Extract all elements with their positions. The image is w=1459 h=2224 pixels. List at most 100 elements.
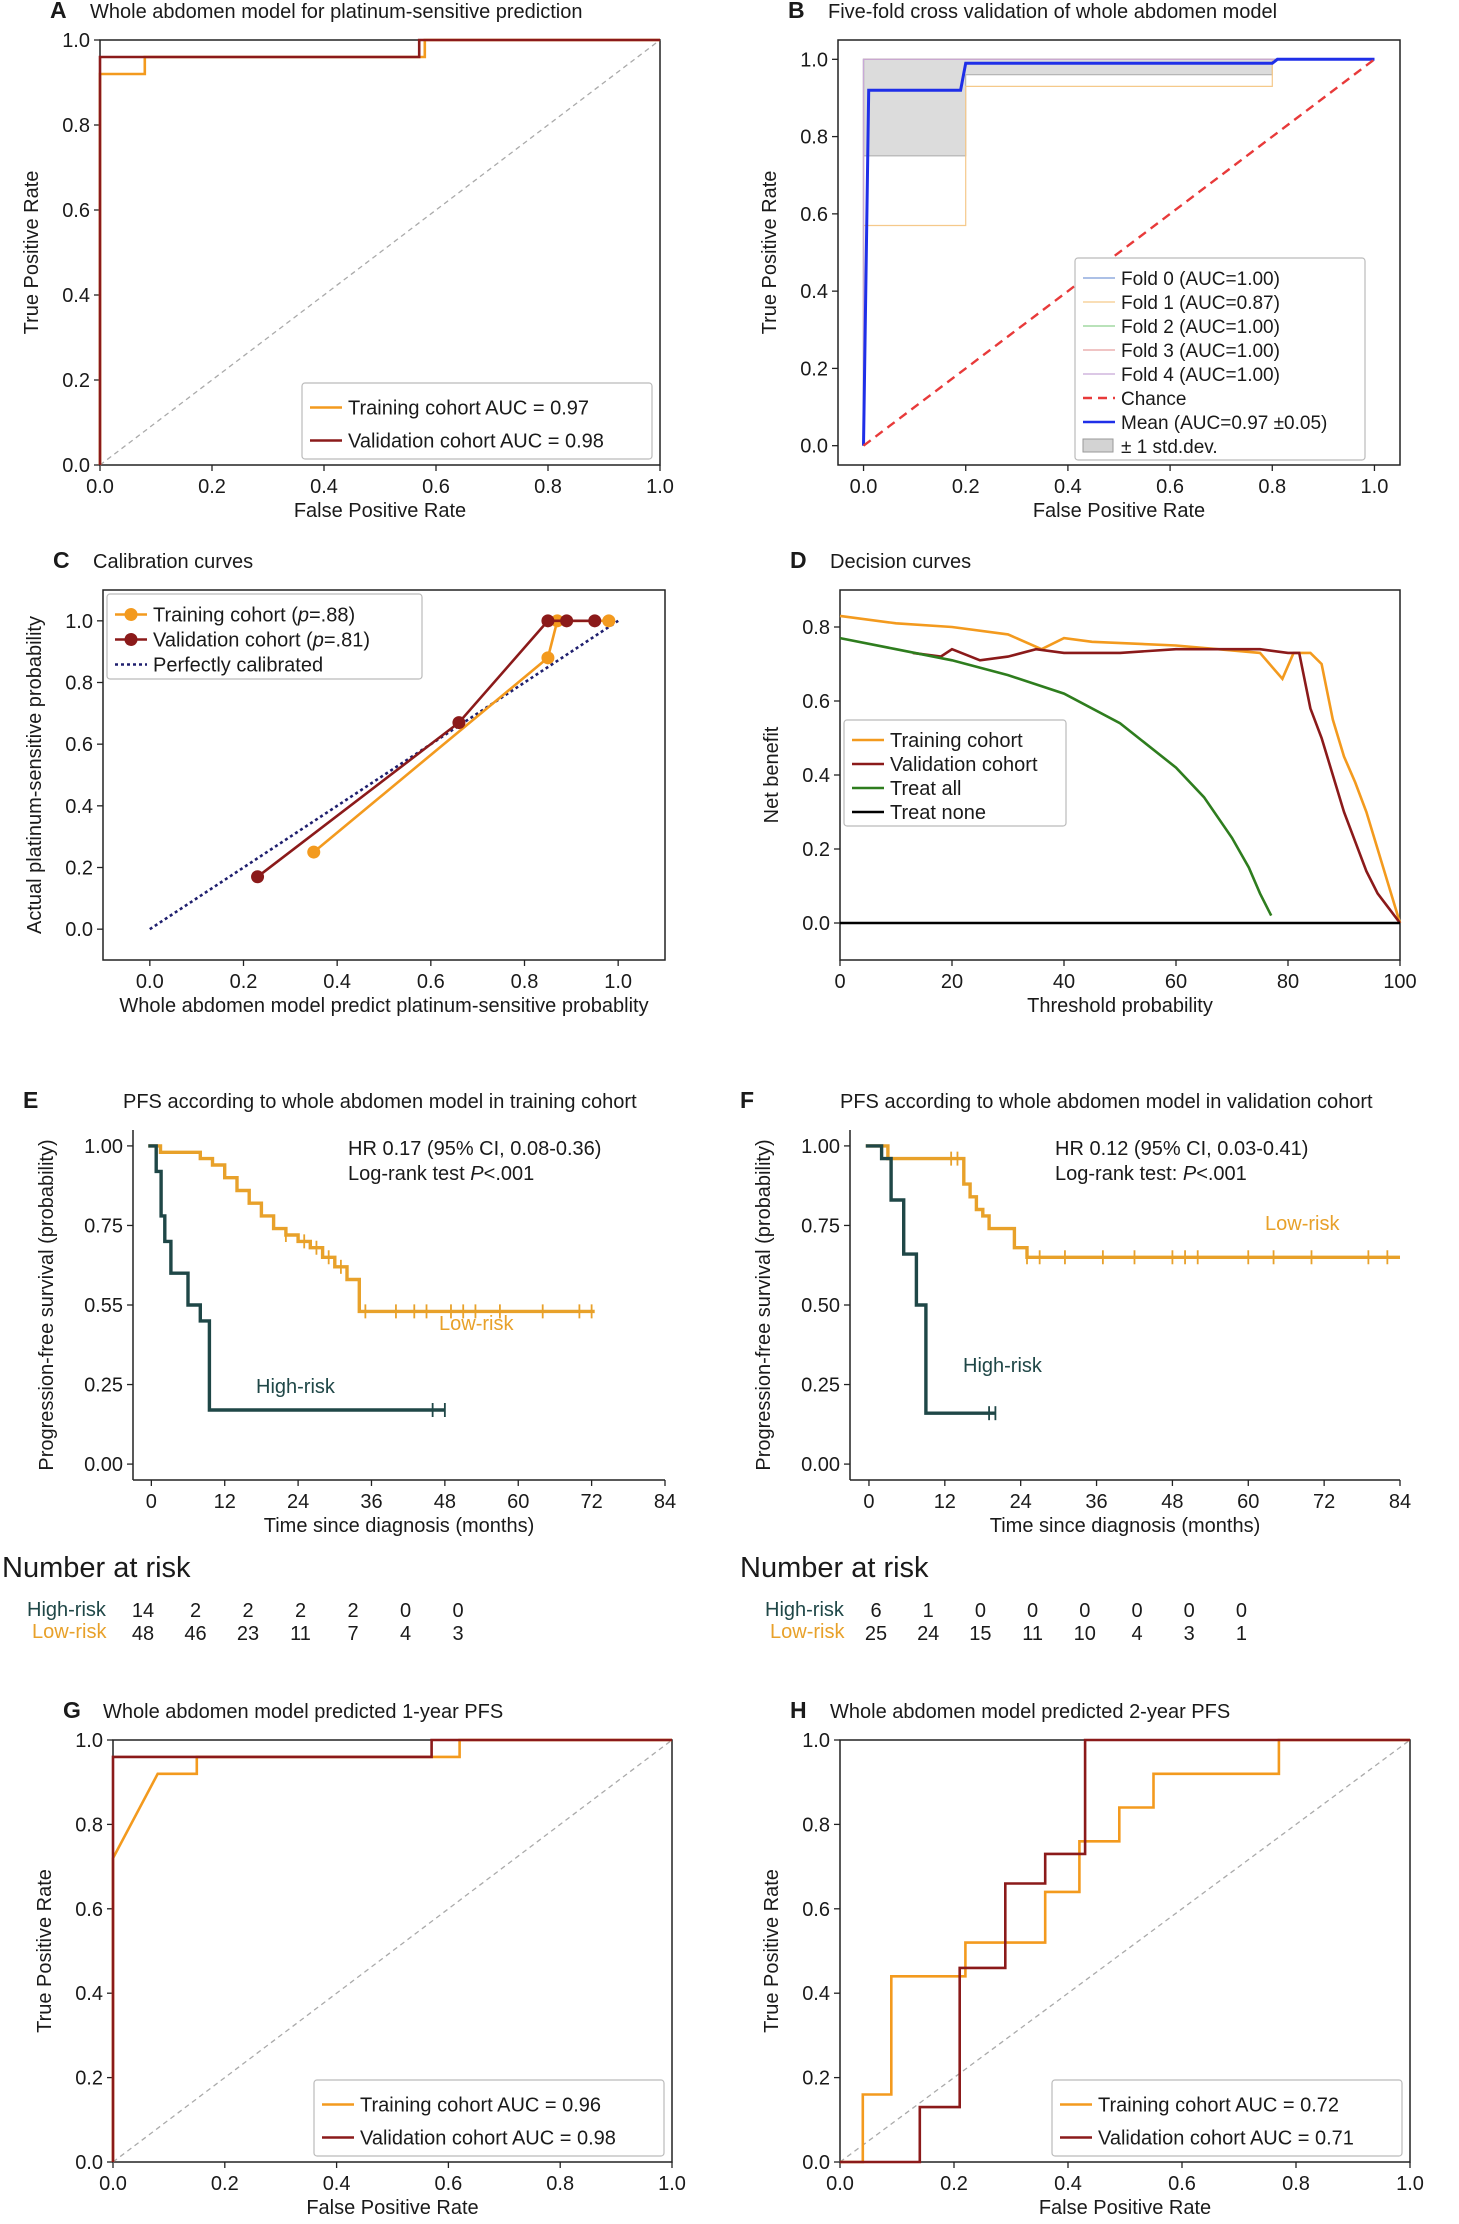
chart-title: Whole abdomen model predicted 1-year PFS xyxy=(103,1701,503,1723)
risk-count-low: 11 xyxy=(290,1623,311,1645)
y-axis-label: True Positive Rate xyxy=(761,1869,783,2033)
legend-box xyxy=(301,382,653,460)
x-tick-label: 24 xyxy=(1010,1491,1032,1513)
x-tick-label: 0.4 xyxy=(1054,2173,1082,2195)
logrank-annotation: Log-rank test: P<.001 xyxy=(1055,1163,1247,1185)
data-point xyxy=(452,716,466,730)
risk-label-high: High-risk xyxy=(765,1599,845,1621)
x-tick-label: 1.0 xyxy=(658,2173,686,2195)
high-risk-label: High-risk xyxy=(256,1376,336,1398)
x-axis-label: Threshold probability xyxy=(1027,995,1213,1017)
risk-count-high: 0 xyxy=(1184,1600,1195,1622)
x-tick-label: 0.8 xyxy=(511,971,539,993)
legend-label: Training cohort AUC = 0.72 xyxy=(1098,2095,1339,2117)
series-chance xyxy=(839,1739,1411,2163)
risk-count-high: 2 xyxy=(190,1600,201,1622)
x-tick-label: 0.6 xyxy=(422,476,450,498)
risk-count-high: 6 xyxy=(870,1600,881,1622)
y-tick-label: 0.25 xyxy=(801,1375,840,1397)
y-axis-label: True Positive Rate xyxy=(21,171,43,335)
y-tick-label: 0.8 xyxy=(65,673,93,695)
legend-label: Validation cohort xyxy=(890,754,1038,776)
risk-count-low: 11 xyxy=(1022,1623,1043,1645)
chart-title: PFS according to whole abdomen model in … xyxy=(123,1091,637,1113)
risk-label-low: Low-risk xyxy=(770,1621,845,1643)
x-axis-label: False Positive Rate xyxy=(294,500,466,522)
x-tick-label: 0.0 xyxy=(850,476,878,498)
y-tick-label: 0.8 xyxy=(802,617,830,639)
legend-box xyxy=(313,2079,665,2157)
panel-A: A Whole abdomen model for platinum-sensit… xyxy=(21,0,674,522)
std-band xyxy=(863,58,1375,157)
panel-E: E PFS according to whole abdomen model in… xyxy=(2,1087,676,1645)
panel-label: F xyxy=(740,1087,754,1113)
x-tick-label: 100 xyxy=(1383,971,1416,993)
risk-count-high: 0 xyxy=(452,1600,463,1622)
x-tick-label: 0.2 xyxy=(952,476,980,498)
y-axis-label: Net benefit xyxy=(761,726,783,823)
panel-label: G xyxy=(63,1697,81,1723)
panel-F: F PFS according to whole abdomen model in… xyxy=(740,1087,1411,1645)
x-tick-label: 24 xyxy=(287,1491,309,1513)
y-tick-label: 0.2 xyxy=(65,858,93,880)
x-axis-label: False Positive Rate xyxy=(306,2197,478,2219)
legend-label: Chance xyxy=(1121,389,1187,410)
x-tick-label: 0.8 xyxy=(1282,2173,1310,2195)
risk-count-low: 24 xyxy=(917,1623,939,1645)
y-tick-label: 0.6 xyxy=(62,200,90,222)
series-validation-cohort xyxy=(98,38,660,465)
x-tick-label: 0.0 xyxy=(99,2173,127,2195)
legend-label: Fold 1 (AUC=0.87) xyxy=(1121,293,1280,314)
risk-count-low: 4 xyxy=(400,1623,411,1645)
number-at-risk-title: Number at risk xyxy=(740,1552,929,1584)
x-tick-label: 0.2 xyxy=(230,971,258,993)
series-chance xyxy=(862,58,1376,447)
x-axis-label: False Positive Rate xyxy=(1039,2197,1211,2219)
y-tick-label: 0.4 xyxy=(802,765,830,787)
risk-count-high: 2 xyxy=(347,1600,358,1622)
x-tick-label: 72 xyxy=(580,1491,602,1513)
series-validation-cohort xyxy=(111,1738,672,2162)
x-tick-label: 0.8 xyxy=(546,2173,574,2195)
data-point xyxy=(560,614,574,628)
chart-title: PFS according to whole abdomen model in … xyxy=(840,1091,1373,1113)
y-tick-label: 0.6 xyxy=(800,204,828,226)
plot-frame xyxy=(102,589,666,961)
low-risk-label: Low-risk xyxy=(1265,1213,1340,1235)
risk-count-high: 2 xyxy=(242,1600,253,1622)
x-tick-label: 40 xyxy=(1053,971,1075,993)
risk-count-low: 3 xyxy=(452,1623,463,1645)
y-tick-label: 0.75 xyxy=(801,1215,840,1237)
y-tick-label: 0.0 xyxy=(800,436,828,458)
risk-count-high: 0 xyxy=(400,1600,411,1622)
panel-label: B xyxy=(788,0,805,23)
risk-count-high: 0 xyxy=(975,1600,986,1622)
hr-annotation: HR 0.12 (95% CI, 0.03-0.41) xyxy=(1055,1138,1308,1160)
chart-title: Calibration curves xyxy=(93,551,253,573)
x-axis-label: False Positive Rate xyxy=(1033,500,1205,522)
y-tick-label: 0.0 xyxy=(62,455,90,477)
legend-label: ± 1 std.dev. xyxy=(1121,437,1218,458)
risk-label-low: Low-risk xyxy=(32,1621,107,1643)
series-treat-all xyxy=(839,636,1273,917)
y-tick-label: 0.8 xyxy=(62,115,90,137)
y-axis-label: True Positive Rate xyxy=(759,171,781,335)
y-tick-label: 0.4 xyxy=(62,285,90,307)
legend-box xyxy=(106,593,423,680)
plot-frame xyxy=(837,39,1401,466)
x-tick-label: 60 xyxy=(1165,971,1187,993)
legend-label: Validation cohort (p=.81) xyxy=(153,630,370,652)
series-mean xyxy=(862,57,1375,446)
series-low-risk xyxy=(148,1144,595,1314)
y-tick-label: 0.6 xyxy=(75,1899,103,1921)
legend-label: Training cohort xyxy=(890,730,1023,752)
y-tick-label: 0.75 xyxy=(84,1215,123,1237)
legend-label: Treat none xyxy=(890,802,986,824)
panel-label: E xyxy=(23,1087,38,1113)
risk-count-high: 0 xyxy=(1079,1600,1090,1622)
risk-count-low: 1 xyxy=(1236,1623,1247,1645)
x-axis-label: Time since diagnosis (months) xyxy=(990,1515,1260,1537)
legend-label: Training cohort AUC = 0.97 xyxy=(348,398,589,420)
y-axis-label: Progression-free survival (probability) xyxy=(36,1139,58,1470)
y-tick-label: 0.55 xyxy=(84,1295,123,1317)
